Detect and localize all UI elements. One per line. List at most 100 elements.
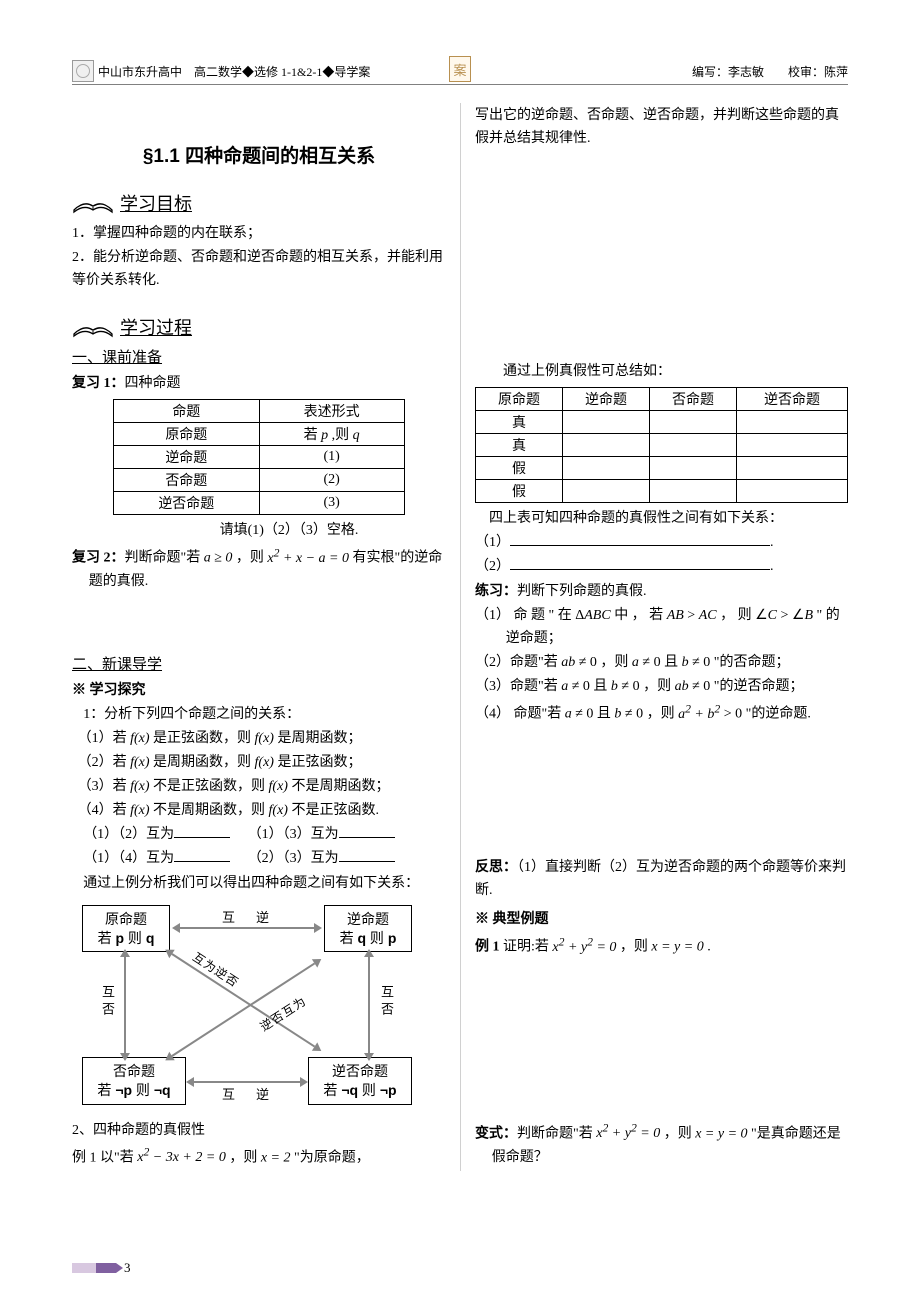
cmd-cell: 原命题: [114, 423, 259, 446]
tf-cell: 真: [476, 411, 563, 434]
node-line: 若 ¬p 则 ¬q: [97, 1082, 170, 1098]
diagram-node-original: 原命题 若 p 则 q: [82, 905, 170, 953]
practice-item: （1） 命 题 " 在 ΔABC 中 ， 若 AB > AC ， 则 ∠C > …: [475, 604, 848, 650]
node-line: 逆否命题: [332, 1063, 388, 1079]
review1-text: 四种命题: [125, 376, 181, 391]
diagram-node-converse: 逆命题 若 q 则 p: [324, 905, 412, 953]
prep-heading: 一、课前准备: [72, 346, 446, 371]
tf-cell[interactable]: [737, 480, 848, 503]
cmd-cell: (2): [259, 469, 404, 492]
tf-cell[interactable]: [737, 434, 848, 457]
explore-item: （3）若 f(x) 不是正弦函数，则 f(x) 不是周期函数；: [72, 775, 446, 798]
cmd-table-note: 请填(1)（2）（3）空格.: [72, 519, 446, 542]
cmd-cell: (3): [259, 492, 404, 515]
tf-cell[interactable]: [563, 434, 650, 457]
fill-blank[interactable]: [510, 556, 770, 570]
truth-heading: 2、四种命题的真假性: [72, 1119, 446, 1142]
cmd-cell: 否命题: [114, 469, 259, 492]
right-column: 写出它的逆命题、否命题、逆否命题，并判断这些命题的真假并总结其规律性. 通过上例…: [460, 103, 848, 1171]
tf-cell[interactable]: [563, 457, 650, 480]
pair: （1）（2）互为: [83, 827, 174, 842]
page-title: §1.1 四种命题间的相互关系: [72, 141, 446, 168]
truth-intro: 通过上例真假性可总结如：: [475, 360, 848, 383]
h-label: 互 逆: [222, 907, 273, 926]
v-label: 互否: [377, 985, 396, 1019]
explore-item: （1）若 f(x) 是正弦函数，则 f(x) 是周期函数；: [72, 727, 446, 750]
example1-left: 例 1 以"若 x2 − 3x + 2 = 0 ，则 x = 2 "为原命题，: [72, 1143, 446, 1170]
pair-row: （1）（4）互为 （2）（3）互为: [72, 847, 446, 870]
ex1c: .: [704, 940, 711, 955]
arrow-icon: [180, 927, 314, 929]
review1-label: 复习 1：: [72, 376, 125, 391]
tf-cell[interactable]: [563, 480, 650, 503]
page-footer: 3: [72, 1260, 131, 1276]
ex1lm: x2 − 3x + 2 = 0: [137, 1150, 226, 1165]
left-column: §1.1 四种命题间的相互关系 学习目标 1．掌握四种命题的内在联系； 2．能分…: [72, 103, 460, 1171]
typical-label: ※ 典型例题: [475, 908, 848, 931]
tf-cell[interactable]: [650, 411, 737, 434]
ex1-label: 例 1: [475, 940, 500, 955]
conclusion-blank-row: （1）.: [475, 531, 848, 554]
fill-blank[interactable]: [339, 824, 395, 838]
vb: ，则: [660, 1126, 695, 1141]
tf-cell: 假: [476, 480, 563, 503]
two-column-content: §1.1 四种命题间的相互关系 学习目标 1．掌握四种命题的内在联系； 2．能分…: [72, 103, 848, 1171]
ex1la: 例 1 以"若: [72, 1150, 137, 1165]
reflect-text: （1）直接判断（2）互为逆否命题的两个命题等价来判断.: [475, 860, 846, 898]
explore1-summary: 通过上例分析我们可以得出四种命题之间有如下关系：: [72, 872, 446, 895]
ex1lc: "为原命题，: [291, 1150, 370, 1165]
review2-line: 复习 2：判断命题"若 a ≥ 0 ，则 x2 + x − a = 0 有实根"…: [72, 543, 446, 593]
tf-th: 逆命题: [563, 388, 650, 411]
node-line: 若 ¬q 则 ¬p: [323, 1082, 396, 1098]
cmd-cell: (1): [259, 446, 404, 469]
tf-cell[interactable]: [737, 411, 848, 434]
truth-table: 原命题 逆命题 否命题 逆否命题 真 真 假 假: [475, 387, 848, 503]
school-logo-icon: [72, 60, 94, 82]
tf-th: 原命题: [476, 388, 563, 411]
node-line: 原命题: [105, 911, 147, 927]
tf-cell[interactable]: [563, 411, 650, 434]
tf-cell[interactable]: [650, 457, 737, 480]
open-book-icon: [72, 314, 114, 340]
cmd-th: 表述形式: [259, 400, 404, 423]
relations-diagram: 原命题 若 p 则 q 逆命题 若 q 则 p 否命题 若 ¬p 则 ¬q 逆否…: [82, 905, 412, 1105]
process-label: 学习过程: [120, 314, 192, 340]
tf-th: 否命题: [650, 388, 737, 411]
goal-heading-row: 学习目标: [72, 190, 446, 216]
pair: （1）（3）互为: [248, 827, 339, 842]
tf-cell[interactable]: [650, 480, 737, 503]
r2m1: a ≥ 0: [204, 551, 233, 566]
ex1m1: x2 + y2 = 0: [552, 940, 616, 955]
page-header: 中山市东升高中 高二数学◆选修 1-1&2-1◆导学案 案 编写：李志敏 校审：…: [72, 60, 848, 85]
process-heading-row: 学习过程: [72, 314, 446, 340]
node-line: 若 p 则 q: [98, 930, 155, 946]
header-left-text: 中山市东升高中 高二数学◆选修 1-1&2-1◆导学案: [98, 63, 692, 80]
fill-blank[interactable]: [510, 532, 770, 546]
h-label: 互 逆: [222, 1084, 273, 1103]
page-number: 3: [124, 1260, 131, 1276]
ex1m2: x = y = 0: [651, 940, 703, 955]
footer-arrow-icon: [72, 1263, 116, 1273]
tf-th: 逆否命题: [737, 388, 848, 411]
fill-blank[interactable]: [174, 848, 230, 862]
goal-item: 2．能分析逆命题、否命题和逆否命题的相互关系，并能利用等价关系转化.: [72, 246, 446, 292]
conclusion-intro: 四上表可知四种命题的真假性之间有如下关系：: [475, 507, 848, 530]
diagram-node-contrapositive: 逆否命题 若 ¬q 则 ¬p: [308, 1057, 412, 1105]
practice-item: （3）命题"若 a ≠ 0 且 b ≠ 0 ，则 ab ≠ 0 "的逆否命题；: [475, 675, 848, 698]
blank-label: （2）: [475, 559, 510, 574]
fill-blank[interactable]: [174, 824, 230, 838]
header-mid-badge: 案: [449, 56, 471, 82]
pair: （2）（3）互为: [248, 851, 339, 866]
goal-label: 学习目标: [120, 190, 192, 216]
fill-blank[interactable]: [339, 848, 395, 862]
tf-cell[interactable]: [737, 457, 848, 480]
node-line: 若 q 则 p: [340, 930, 397, 946]
ex1b: ，则: [616, 940, 651, 955]
tf-cell[interactable]: [650, 434, 737, 457]
va: 判断命题"若: [517, 1126, 596, 1141]
variant-label: 变式：: [475, 1126, 517, 1141]
node-line: 逆命题: [347, 911, 389, 927]
review1-line: 复习 1：四种命题: [72, 372, 446, 395]
practice-item: （4） 命题"若 a ≠ 0 且 b ≠ 0 ，则 a2 + b2 > 0 "的…: [475, 699, 848, 726]
example1-right: 例 1 证明:若 x2 + y2 = 0 ，则 x = y = 0 .: [475, 932, 848, 959]
